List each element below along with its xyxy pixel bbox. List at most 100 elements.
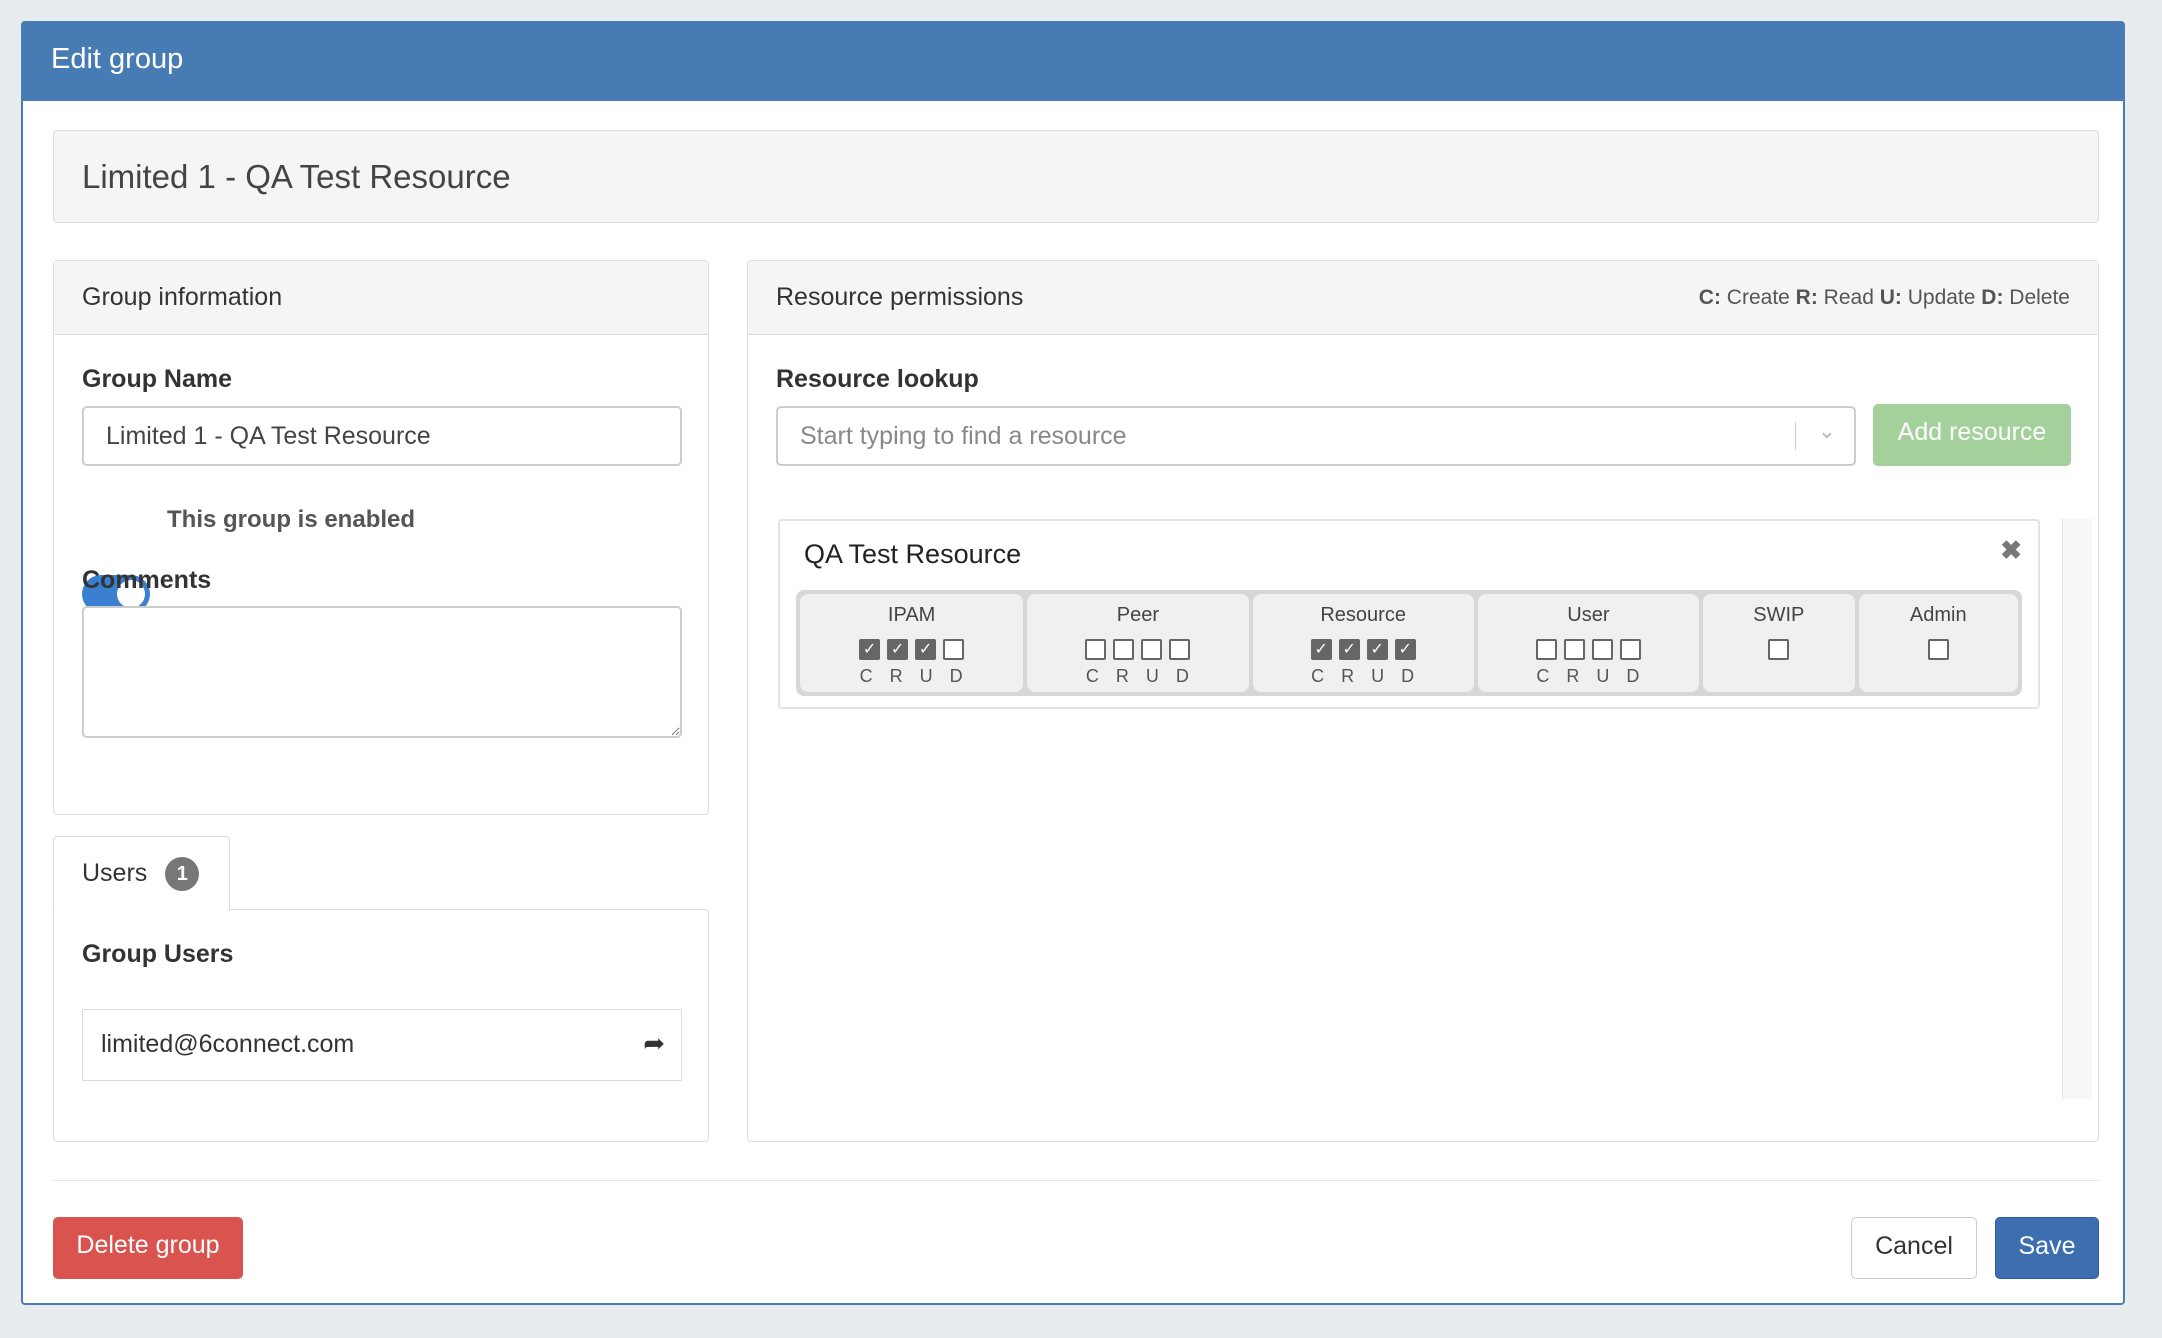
crud-legend: C: Create R: Read U: Update D: Delete xyxy=(1699,286,2070,310)
legend-text: Create xyxy=(1720,286,1796,309)
crud-letter: U xyxy=(1596,666,1611,686)
crud-letter: R xyxy=(1566,666,1581,686)
D-checkbox[interactable] xyxy=(943,639,965,660)
permission-group-label: Admin xyxy=(1909,604,1967,626)
resource-card: QA Test Resource ✖ IPAM ✓ ✓ ✓ C R U D Peer C R U D Re… xyxy=(778,519,2040,709)
permission-group-swip: SWIP xyxy=(1703,594,1855,692)
permission-group-label: IPAM xyxy=(887,604,936,626)
modal-title: Edit group xyxy=(23,23,2123,101)
swip-checkbox[interactable] xyxy=(1768,639,1790,660)
enabled-label: This group is enabled xyxy=(167,506,416,533)
cancel-button[interactable]: Cancel xyxy=(1851,1217,1977,1279)
U-checkbox[interactable] xyxy=(1591,639,1613,660)
group-info-panel: Group information Group Name This group … xyxy=(53,260,709,815)
C-checkbox[interactable]: ✓ xyxy=(1310,639,1332,660)
R-checkbox[interactable] xyxy=(1563,639,1585,660)
checkbox-row xyxy=(1478,639,1699,660)
legend-text: Update xyxy=(1901,286,1982,309)
save-button[interactable]: Save xyxy=(1995,1217,2099,1279)
U-checkbox[interactable]: ✓ xyxy=(915,639,937,660)
legend-key: R: xyxy=(1795,286,1818,309)
permission-grid: IPAM ✓ ✓ ✓ C R U D Peer C R U D Resource ✓ ✓ ✓ ✓ C R U D User C… xyxy=(796,590,2022,696)
group-title: Limited 1 - QA Test Resource xyxy=(53,130,2099,223)
comments-textarea[interactable] xyxy=(82,606,682,738)
permission-group-label: Peer xyxy=(1116,604,1159,626)
permission-group-label: User xyxy=(1567,604,1610,626)
edit-group-modal: Edit group Limited 1 - QA Test Resource … xyxy=(21,21,2125,1305)
add-resource-button[interactable]: Add resource xyxy=(1873,404,2071,466)
chevron-down-icon[interactable]: ⌄ xyxy=(1817,418,1836,443)
C-checkbox[interactable] xyxy=(1085,639,1107,660)
crud-letter: U xyxy=(1371,666,1386,686)
close-icon[interactable]: ✖ xyxy=(2000,535,2022,565)
crud-letter: C xyxy=(1536,666,1551,686)
permissions-title: Resource permissions xyxy=(776,283,1024,311)
crud-letter: R xyxy=(1341,666,1356,686)
R-checkbox[interactable]: ✓ xyxy=(887,639,909,660)
group-name-label: Group Name xyxy=(82,365,233,393)
crud-letter: R xyxy=(889,666,904,686)
footer-divider xyxy=(53,1180,2099,1181)
R-checkbox[interactable]: ✓ xyxy=(1338,639,1360,660)
scrollbar[interactable] xyxy=(2062,519,2092,1099)
user-email: limited@6connect.com xyxy=(101,1030,355,1058)
checkbox-row: ✓ ✓ ✓ xyxy=(800,639,1023,660)
resource-lookup-select[interactable]: Start typing to find a resource ⌄ xyxy=(776,406,1856,466)
crud-letter: R xyxy=(1115,666,1130,686)
legend-text: Delete xyxy=(2003,286,2070,309)
permission-group-admin: Admin xyxy=(1858,594,2019,692)
share-arrow-icon[interactable]: ➦ xyxy=(643,1028,665,1058)
admin-checkbox[interactable] xyxy=(1927,639,1949,660)
users-count-badge: 1 xyxy=(165,857,200,891)
legend-key: C: xyxy=(1698,286,1721,309)
group-users-label: Group Users xyxy=(82,940,234,968)
crud-letter: U xyxy=(1145,666,1160,686)
crud-letter: U xyxy=(919,666,934,686)
C-checkbox[interactable]: ✓ xyxy=(859,639,881,660)
legend-key: U: xyxy=(1879,286,1902,309)
select-divider xyxy=(1795,422,1796,450)
permission-group-label: SWIP xyxy=(1753,604,1805,626)
permission-group-label: Resource xyxy=(1320,604,1406,626)
checkbox-row: ✓ ✓ ✓ ✓ xyxy=(1253,639,1474,660)
resource-lookup-label: Resource lookup xyxy=(776,365,979,393)
tab-users[interactable]: Users 1 xyxy=(53,836,230,911)
crud-letter: D xyxy=(1401,666,1416,686)
D-checkbox[interactable] xyxy=(1619,639,1641,660)
C-checkbox[interactable] xyxy=(1535,639,1557,660)
crud-letter: D xyxy=(1175,666,1190,686)
permissions-panel: Resource permissions C: Create R: Read U… xyxy=(747,260,2099,1142)
resource-name: QA Test Resource xyxy=(804,539,1022,569)
crud-letter: C xyxy=(1085,666,1100,686)
crud-letter: D xyxy=(949,666,964,686)
U-checkbox[interactable]: ✓ xyxy=(1366,639,1388,660)
legend-key: D: xyxy=(1981,286,2004,309)
crud-letter: C xyxy=(859,666,874,686)
group-info-header: Group information xyxy=(54,261,708,335)
D-checkbox[interactable]: ✓ xyxy=(1394,639,1416,660)
permission-group-ipam: IPAM ✓ ✓ ✓ C R U D xyxy=(800,594,1024,692)
delete-group-button[interactable]: Delete group xyxy=(53,1217,243,1279)
R-checkbox[interactable] xyxy=(1113,639,1135,660)
crud-letter: D xyxy=(1626,666,1641,686)
user-list-item[interactable]: limited@6connect.com ➦ xyxy=(82,1009,682,1081)
U-checkbox[interactable] xyxy=(1141,639,1163,660)
checkbox-row xyxy=(1859,639,2018,660)
checkbox-row xyxy=(1027,639,1248,660)
resource-lookup-placeholder: Start typing to find a resource xyxy=(800,422,1127,450)
legend-text: Read xyxy=(1817,286,1880,309)
checkbox-row xyxy=(1703,639,1855,660)
permission-group-peer: Peer C R U D xyxy=(1027,594,1249,692)
group-name-input[interactable] xyxy=(82,406,682,466)
users-panel: Group Users limited@6connect.com ➦ xyxy=(53,909,709,1142)
users-tab-label: Users xyxy=(82,859,148,887)
crud-letter: C xyxy=(1311,666,1326,686)
permissions-header: Resource permissions C: Create R: Read U… xyxy=(748,261,2098,335)
permission-group-user: User C R U D xyxy=(1477,594,1700,692)
permission-group-resource: Resource ✓ ✓ ✓ ✓ C R U D xyxy=(1252,594,1474,692)
D-checkbox[interactable] xyxy=(1169,639,1191,660)
